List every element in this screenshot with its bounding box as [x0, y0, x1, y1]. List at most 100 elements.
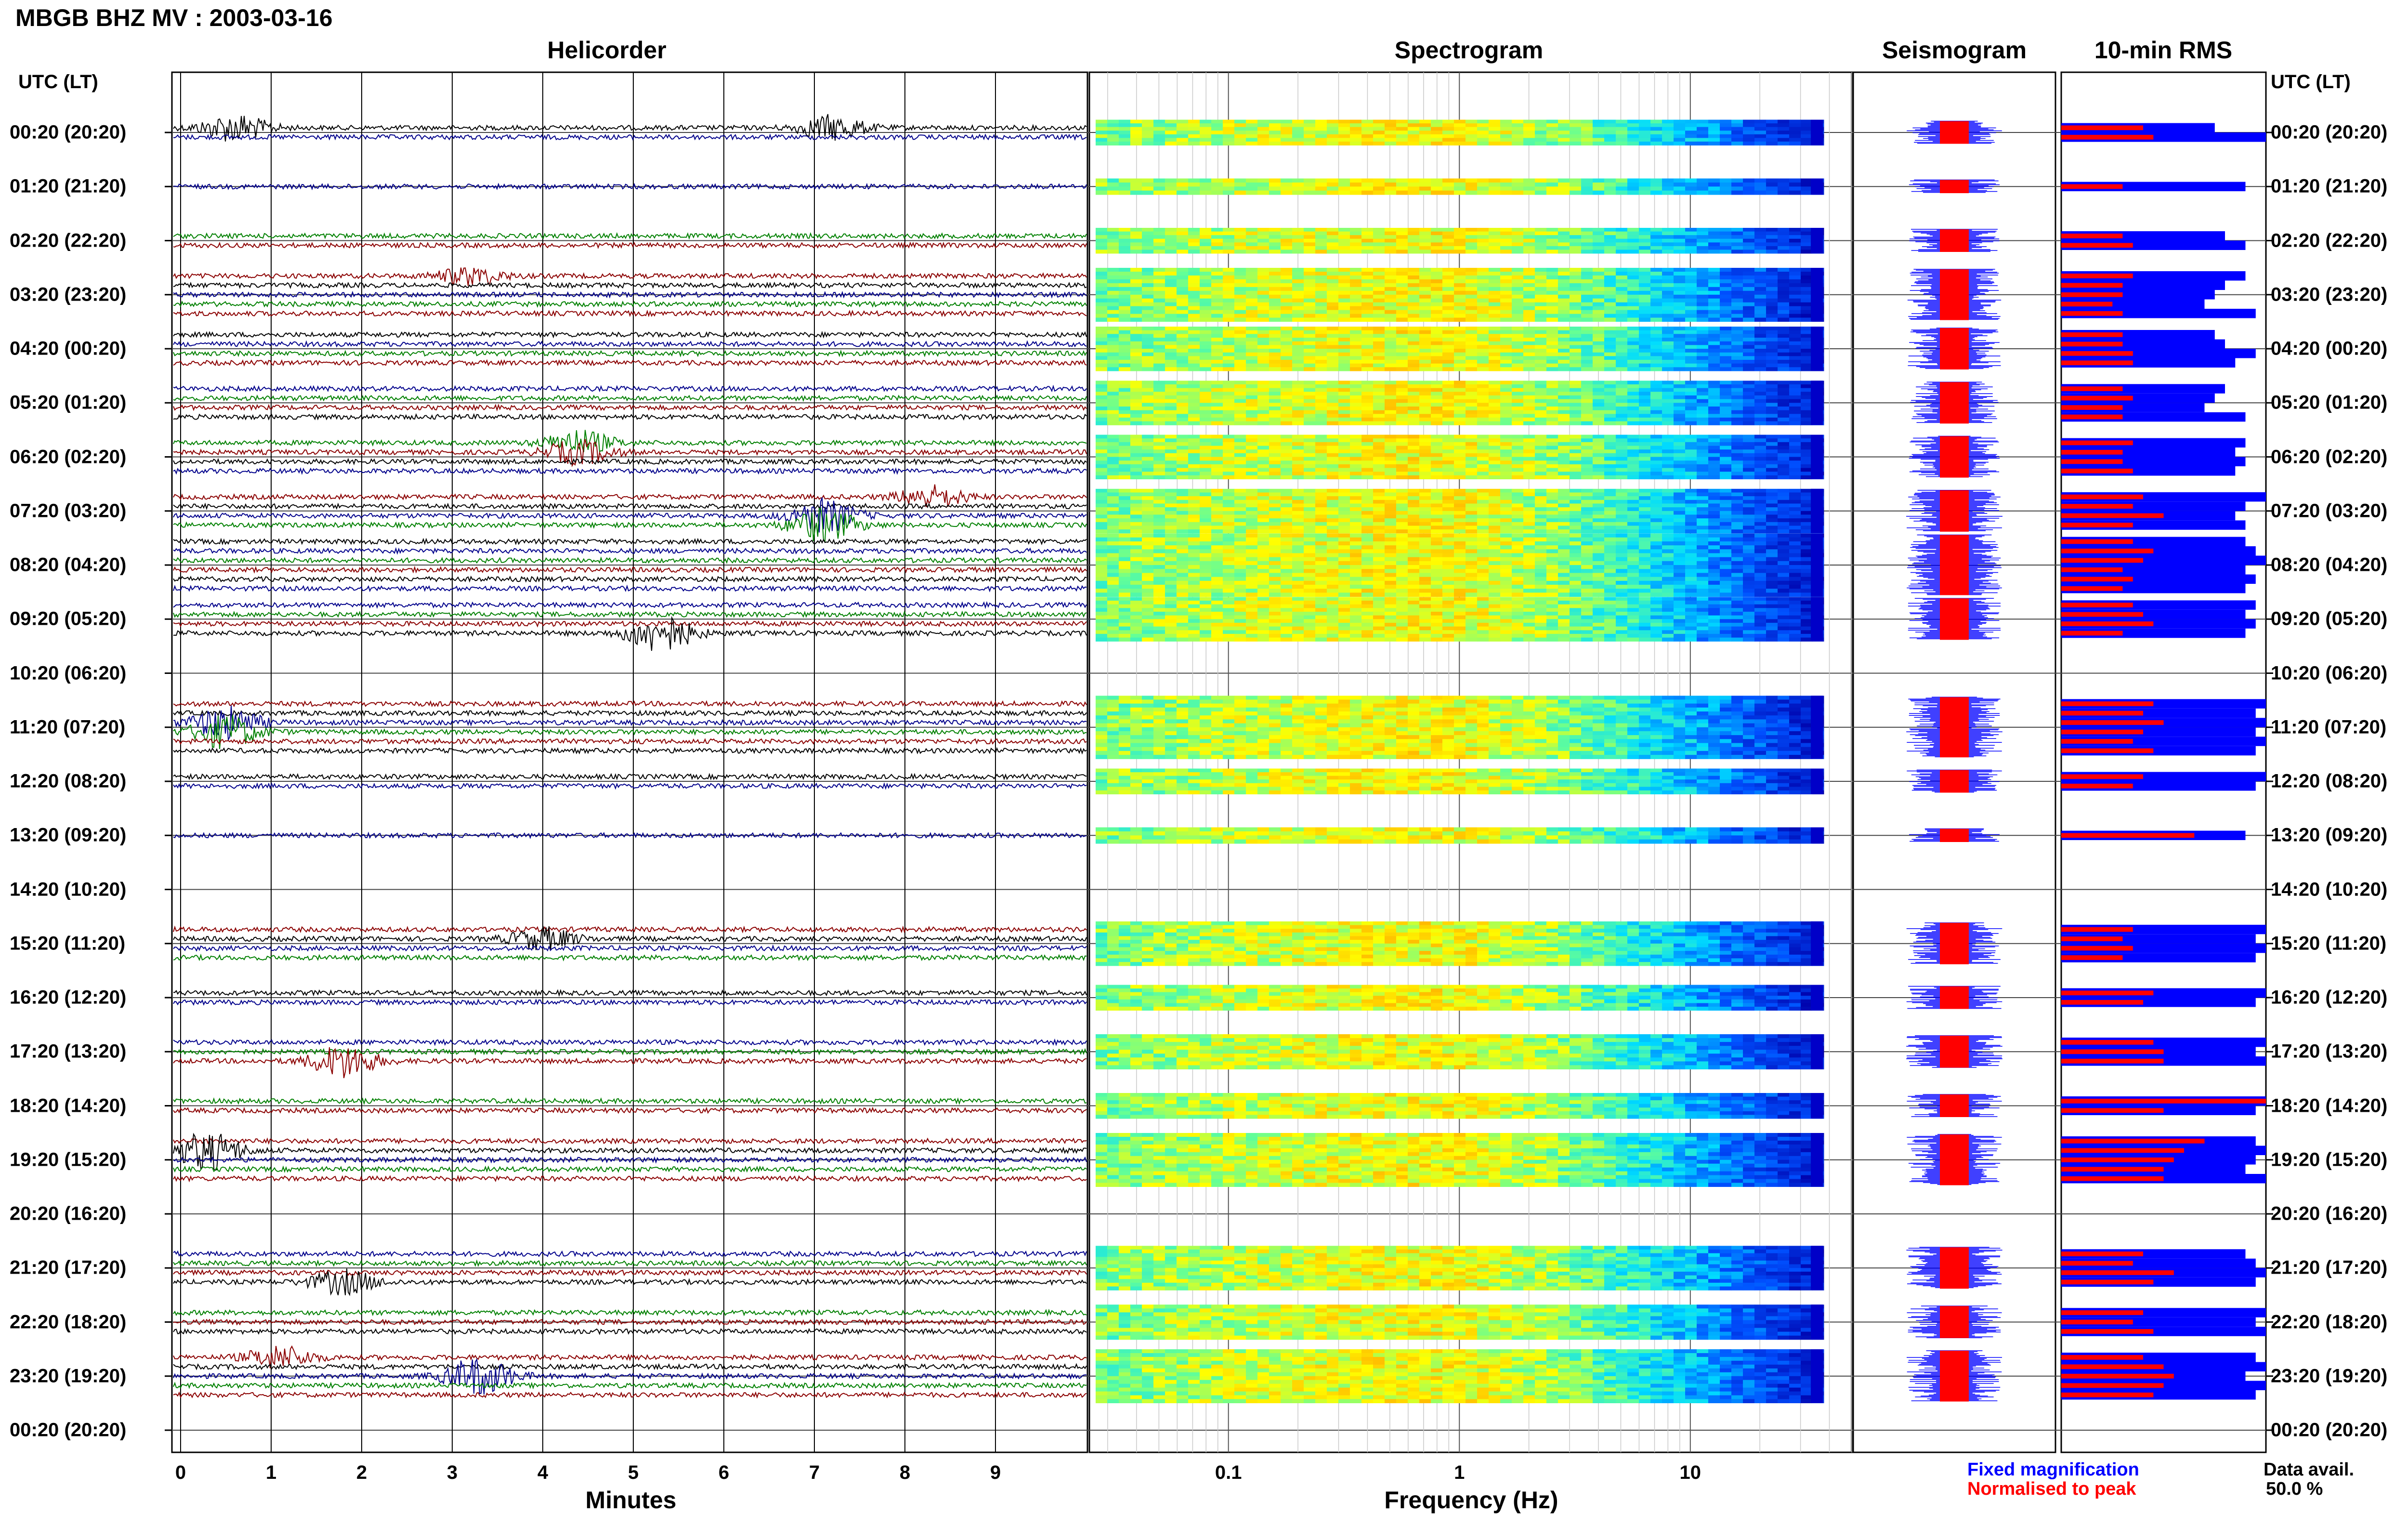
spectrogram-cell: [1246, 353, 1258, 356]
spectrogram-cell: [1570, 142, 1582, 145]
spectrogram-cell: [1743, 453, 1755, 457]
spectrogram-cell: [1292, 492, 1304, 496]
spectrogram-cell: [1165, 410, 1177, 414]
spectrogram-cell: [1639, 246, 1651, 250]
spectrogram-cell: [1454, 299, 1466, 303]
spectrogram-cell: [1269, 314, 1281, 318]
spectrogram-cell: [1292, 438, 1304, 442]
spectrogram-cell: [1408, 407, 1420, 410]
spectrogram-cell: [1107, 303, 1119, 307]
spectrogram-cell: [1442, 242, 1454, 246]
spectrogram-cell: [1697, 496, 1709, 500]
spectrogram-cell: [1558, 496, 1570, 500]
spectrogram-cell: [1107, 472, 1119, 475]
spectrogram-cell: [1153, 232, 1165, 236]
spectrogram-cell: [1801, 468, 1813, 472]
spectrogram-cell: [1153, 472, 1165, 475]
spectrogram-cell: [1431, 500, 1443, 504]
spectrogram-cell: [1153, 123, 1165, 127]
spectrogram-cell: [1477, 503, 1489, 507]
spectrogram-cell: [1697, 186, 1709, 191]
spectrogram-cell: [1361, 468, 1374, 472]
spectrogram-cell: [1512, 120, 1524, 124]
spectrogram-cell: [1801, 235, 1813, 239]
spectrogram-cell: [1211, 250, 1223, 253]
spectrogram-cell: [1546, 468, 1558, 472]
spectrogram-cell: [1442, 492, 1454, 496]
spectrogram-cell: [1338, 353, 1350, 356]
spectrogram-cell: [1142, 475, 1154, 479]
spectrogram-cell: [1535, 442, 1547, 446]
spectrogram-cell: [1153, 131, 1165, 134]
spectrogram-cell: [1627, 446, 1639, 450]
spectrogram-cell: [1200, 349, 1212, 353]
spectrogram-cell: [1674, 453, 1686, 457]
spectrogram-cell: [1096, 496, 1108, 500]
helicorder-trace: [173, 405, 1086, 410]
spectrogram-cell: [1211, 306, 1223, 311]
spectrogram-cell: [1778, 268, 1790, 272]
spectrogram-cell: [1107, 356, 1119, 360]
spectrogram-cell: [1142, 507, 1154, 511]
spectrogram-cell: [1119, 250, 1131, 253]
spectrogram-cell: [1627, 392, 1639, 395]
spectrogram-cell: [1281, 399, 1293, 403]
spectrogram-cell: [1616, 276, 1628, 280]
spectrogram-cell: [1373, 123, 1385, 127]
spectrogram-cell: [1373, 464, 1385, 468]
spectrogram-cell: [1454, 395, 1466, 399]
spectrogram-cell: [1408, 500, 1420, 504]
helicorder-trace: [173, 1000, 1086, 1005]
spectrogram-cell: [1246, 367, 1258, 371]
spectrogram-cell: [1466, 407, 1478, 410]
spectrogram-cell: [1234, 399, 1246, 403]
spectrogram-cell: [1801, 395, 1813, 399]
spectrogram-cell: [1211, 388, 1223, 392]
spectrogram-cell: [1327, 179, 1339, 183]
spectrogram-cell: [1616, 131, 1628, 134]
spectrogram-cell: [1327, 489, 1339, 493]
spectrogram-cell: [1385, 314, 1397, 318]
spectrogram-cell: [1350, 268, 1362, 272]
spectrogram-cell: [1581, 246, 1593, 250]
spectrogram-cell: [1754, 327, 1767, 330]
spectrogram-cell: [1200, 235, 1212, 239]
spectrogram-cell: [1489, 514, 1501, 518]
spectrogram-cell: [1789, 268, 1801, 272]
spectrogram-cell: [1604, 330, 1616, 334]
spectrogram-cell: [1234, 134, 1246, 138]
spectrogram-cell: [1789, 303, 1801, 307]
spectrogram-cell: [1292, 435, 1304, 439]
spectrogram-cell: [1107, 179, 1119, 183]
spectrogram-cell: [1315, 295, 1327, 299]
spectrogram-cell: [1604, 399, 1616, 403]
spectrogram-cell: [1500, 364, 1512, 368]
spectrogram-cell: [1570, 232, 1582, 236]
spectrogram-cell: [1477, 381, 1489, 384]
spectrogram-cell: [1778, 291, 1790, 295]
spectrogram-cell: [1246, 472, 1258, 475]
spectrogram-cell: [1778, 142, 1790, 145]
spectrogram-cell: [1327, 475, 1339, 479]
spectrogram-cell: [1708, 138, 1720, 142]
spectrogram-cell: [1153, 360, 1165, 364]
spectrogram-cell: [1153, 418, 1165, 421]
spectrogram-cell: [1720, 384, 1732, 388]
spectrogram-cell: [1153, 414, 1165, 418]
spectrogram-cell: [1269, 318, 1281, 322]
spectrogram-cell: [1200, 392, 1212, 395]
spectrogram-cell: [1327, 134, 1339, 138]
spectrogram-cell: [1396, 349, 1408, 353]
spectrogram-cell: [1107, 435, 1119, 439]
spectrogram-cell: [1685, 338, 1697, 342]
spectrogram-cell: [1766, 246, 1778, 250]
spectrogram-cell: [1246, 356, 1258, 360]
spectrogram-cell: [1442, 392, 1454, 395]
spectrogram-cell: [1119, 384, 1131, 388]
spectrogram-cell: [1523, 345, 1535, 349]
spectrogram-cell: [1512, 306, 1524, 311]
spectrogram-cell: [1523, 496, 1535, 500]
spectrogram-cell: [1454, 414, 1466, 418]
spectrogram-cell: [1500, 142, 1512, 145]
spectrogram-cell: [1466, 228, 1478, 232]
